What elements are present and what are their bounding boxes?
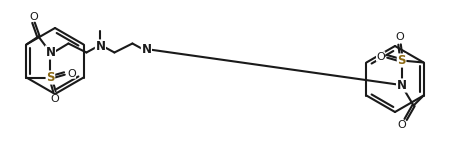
- Text: N: N: [396, 79, 406, 92]
- Text: O: O: [29, 11, 38, 21]
- Text: N: N: [95, 40, 105, 53]
- Text: O: O: [50, 95, 59, 104]
- Text: O: O: [396, 120, 405, 130]
- Text: N: N: [141, 43, 151, 56]
- Text: S: S: [397, 54, 405, 67]
- Text: O: O: [394, 32, 403, 42]
- Text: N: N: [45, 46, 55, 59]
- Text: O: O: [67, 69, 76, 79]
- Text: S: S: [46, 71, 55, 84]
- Text: O: O: [375, 51, 384, 61]
